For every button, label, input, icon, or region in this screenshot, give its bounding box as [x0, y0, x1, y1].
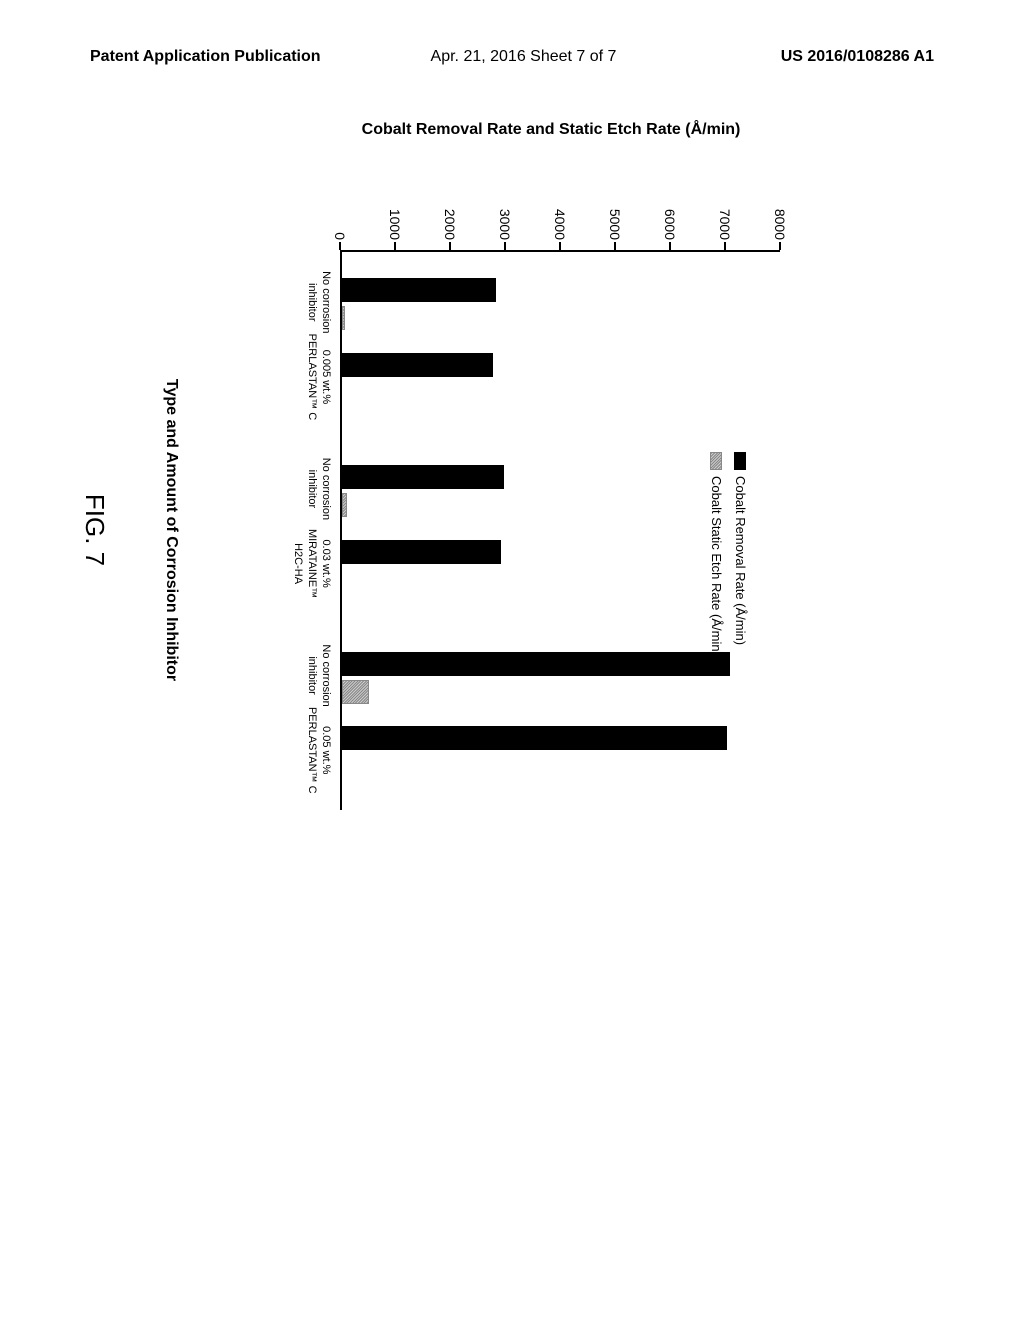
- y-tick-label: 3000: [497, 165, 513, 240]
- x-category-label: 0.005 wt.%PERLASTAN™ C: [305, 332, 333, 422]
- bar-removal: [342, 652, 730, 676]
- plot-area: Cobalt Removal Rate (Å/min) Cobalt Stati…: [340, 250, 780, 810]
- x-category-label: 0.05 wt.%PERLASTAN™ C: [305, 705, 333, 795]
- y-tick-label: 2000: [442, 165, 458, 240]
- y-tick-label: 8000: [772, 165, 788, 240]
- bar-removal: [342, 540, 502, 564]
- page-header: Patent Application Publication Apr. 21, …: [0, 48, 1024, 66]
- y-tick-mark: [669, 242, 671, 250]
- bar-removal: [342, 278, 496, 302]
- y-tick-mark: [339, 242, 341, 250]
- y-tick-mark: [614, 242, 616, 250]
- y-tick-mark: [724, 242, 726, 250]
- legend-removal: Cobalt Removal Rate (Å/min): [732, 452, 748, 656]
- bar-etch: [342, 493, 347, 517]
- header-left: Patent Application Publication: [90, 48, 321, 66]
- y-tick-label: 4000: [552, 165, 568, 240]
- legend-etch: Cobalt Static Etch Rate (Å/min): [708, 452, 724, 656]
- y-tick-mark: [394, 242, 396, 250]
- legend-swatch-removal-icon: [734, 452, 746, 470]
- y-tick-mark: [504, 242, 506, 250]
- x-axis-label: Type and Amount of Corrosion Inhibitor: [162, 250, 180, 810]
- y-tick-label: 1000: [387, 165, 403, 240]
- y-tick-label: 0: [332, 165, 348, 240]
- legend: Cobalt Removal Rate (Å/min) Cobalt Stati…: [700, 452, 749, 656]
- bar-removal: [342, 726, 727, 750]
- x-category-label: 0.03 wt.%MIRATAINE™ H2C-HA: [291, 519, 332, 609]
- y-tick-mark: [449, 242, 451, 250]
- y-tick-mark: [559, 242, 561, 250]
- y-tick-mark: [779, 242, 781, 250]
- bar-etch: [342, 306, 345, 330]
- y-tick-label: 5000: [607, 165, 623, 240]
- y-tick-label: 7000: [717, 165, 733, 240]
- bar-removal: [342, 465, 504, 489]
- y-tick-label: 6000: [662, 165, 678, 240]
- legend-label-etch: Cobalt Static Etch Rate (Å/min): [708, 476, 724, 656]
- legend-swatch-etch-icon: [710, 452, 722, 470]
- bar-chart: Cobalt Removal Rate and Static Etch Rate…: [40, 160, 800, 860]
- header-right: US 2016/0108286 A1: [781, 48, 934, 66]
- header-mid: Apr. 21, 2016 Sheet 7 of 7: [431, 48, 617, 66]
- rotated-figure: Cobalt Removal Rate and Static Etch Rate…: [40, 160, 800, 860]
- figure-caption: FIG. 7: [79, 250, 110, 810]
- bar-etch: [342, 680, 370, 704]
- bar-removal: [342, 353, 493, 377]
- legend-label-removal: Cobalt Removal Rate (Å/min): [732, 476, 748, 645]
- y-axis-label: Cobalt Removal Rate and Static Etch Rate…: [362, 121, 741, 139]
